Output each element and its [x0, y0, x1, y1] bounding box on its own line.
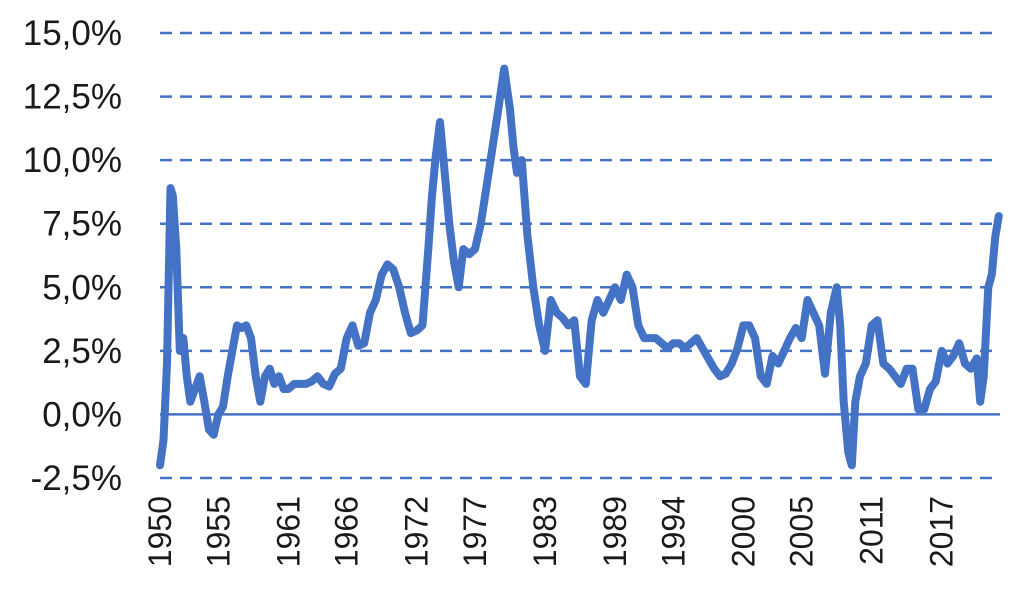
- x-tick-label: 1972: [399, 496, 435, 567]
- x-tick-label: 1961: [270, 496, 306, 567]
- x-tick-label: 1977: [457, 496, 493, 567]
- x-tick-label: 1994: [655, 496, 691, 567]
- x-axis-tick-labels: 1950 1955 1961 1966 1972 1977 1983 1989 1994 2000…: [142, 496, 960, 567]
- x-tick-label: 1989: [597, 496, 633, 567]
- gridlines: [160, 31, 1000, 480]
- series-layer: [156, 64, 1003, 470]
- y-tick-label: 12,5%: [23, 78, 122, 117]
- y-tick-label: 5,0%: [42, 268, 122, 307]
- y-tick-label: 0,0%: [42, 395, 122, 434]
- y-tick-label: 2,5%: [42, 332, 122, 371]
- y-axis-tick-labels: -2,5% 0,0% 2,5% 5,0% 7,5% 10,0% 12,5% 15,0%: [23, 14, 122, 498]
- x-tick-label: 1955: [200, 496, 236, 567]
- series-line: [156, 64, 1003, 470]
- x-tick-label: 2000: [725, 496, 761, 567]
- x-tick-label: 1983: [527, 496, 563, 567]
- x-tick-label: 1966: [329, 496, 365, 567]
- x-tick-label: 2017: [924, 496, 960, 567]
- x-tick-label: 2005: [784, 496, 820, 567]
- x-tick-label: 1950: [142, 496, 178, 567]
- y-tick-label: 10,0%: [23, 141, 122, 180]
- y-tick-label: 15,0%: [23, 14, 122, 53]
- y-tick-label: -2,5%: [31, 459, 122, 498]
- x-tick-label: 2011: [854, 496, 890, 565]
- y-tick-label: 7,5%: [42, 205, 122, 244]
